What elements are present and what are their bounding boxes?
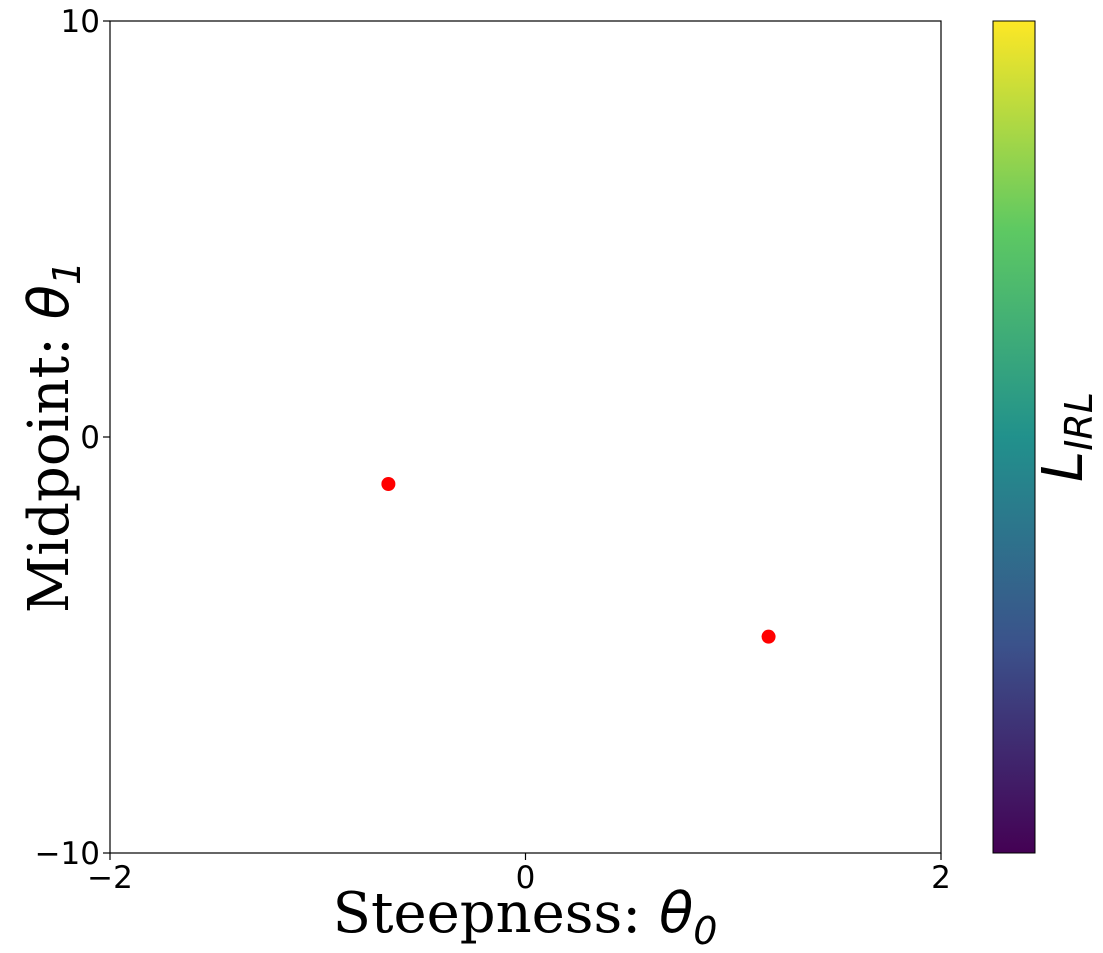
data-point	[381, 477, 396, 492]
plot-frame	[109, 20, 942, 854]
y-tick-label: 0	[80, 420, 100, 456]
x-axis-ticks: −2 0 2	[87, 853, 951, 896]
plot-area	[109, 20, 942, 854]
y-tick-label: −10	[35, 836, 100, 872]
x-axis-label: Steepness: θ0	[333, 881, 718, 953]
data-point	[761, 629, 776, 644]
y-axis-label: Midpoint: θ1	[17, 261, 89, 613]
x-tick-label: −2	[87, 860, 133, 896]
colorbar-label: LIRL	[1031, 392, 1101, 482]
colorbar: LIRL	[992, 20, 1101, 854]
x-tick-label: 2	[931, 860, 951, 896]
y-axis-ticks: −10 0 10	[35, 4, 110, 872]
data-points	[381, 477, 776, 644]
x-tick-label: 0	[516, 860, 536, 896]
colorbar-gradient	[992, 20, 1036, 854]
y-tick-label: 10	[61, 4, 100, 40]
